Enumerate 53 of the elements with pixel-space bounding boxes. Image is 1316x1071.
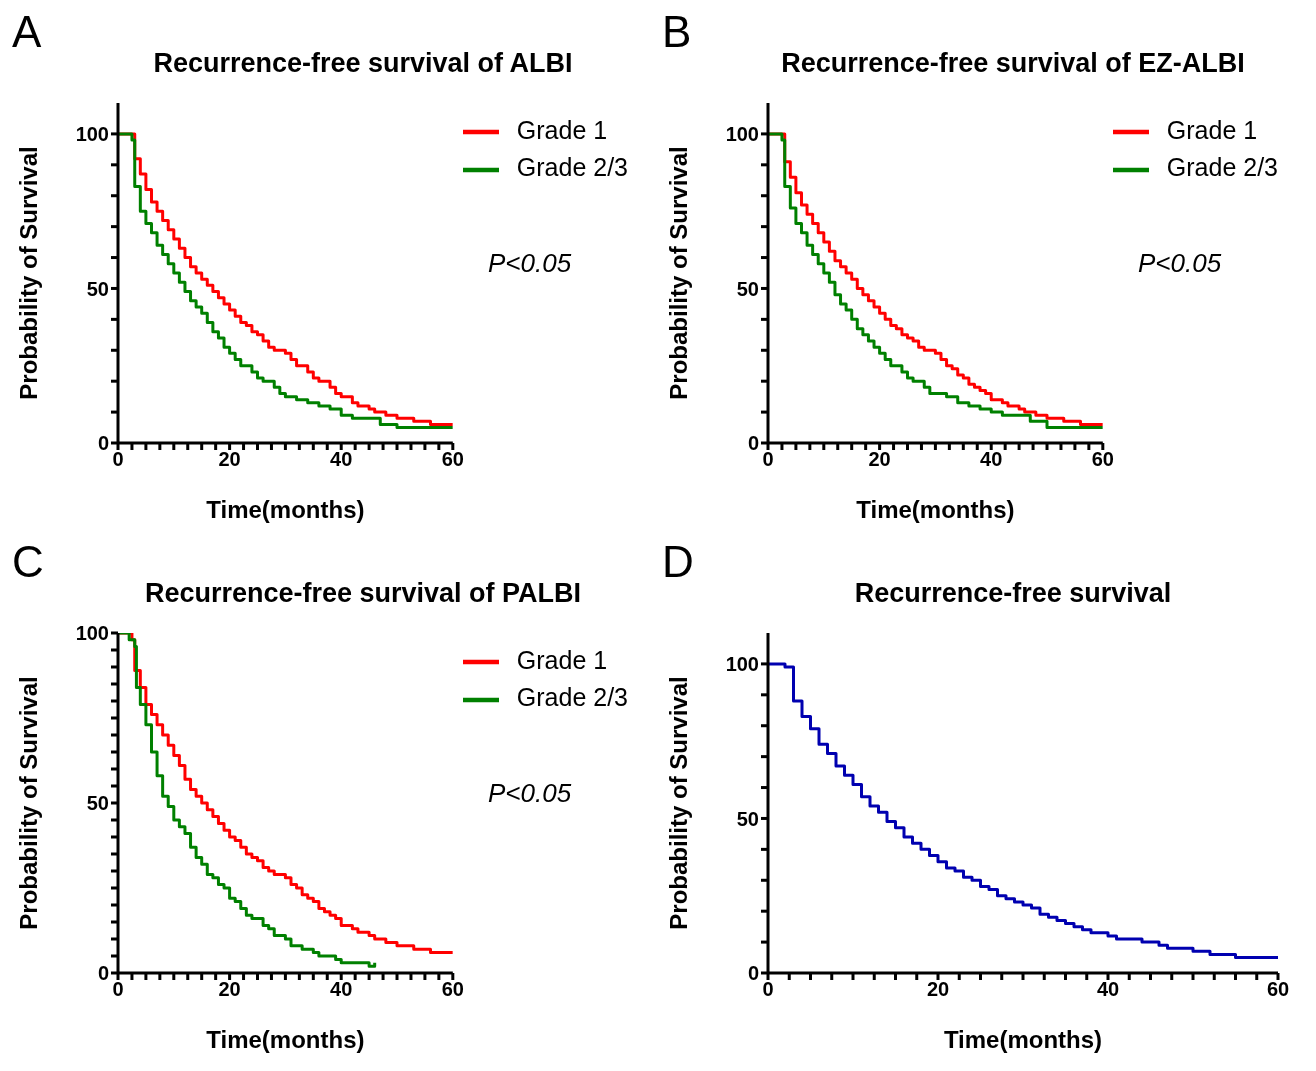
x-tick-label: 40: [980, 448, 1003, 471]
legend-label: Grade 2/3: [516, 683, 628, 712]
y-axis-title: Probability of Survival: [664, 146, 692, 400]
y-tick-label: 50: [736, 807, 759, 830]
x-tick-label: 40: [330, 448, 353, 471]
x-tick-label: 40: [330, 978, 353, 1001]
legend-label: Grade 2/3: [1166, 153, 1278, 182]
y-tick-label: 0: [747, 962, 759, 985]
x-tick-label: 60: [441, 978, 464, 1001]
text: P<0.05: [1138, 248, 1222, 279]
x-tick-label: 60: [1091, 448, 1114, 471]
text: P<0.05: [488, 248, 572, 279]
y-tick-label: 0: [97, 962, 109, 985]
y-tick-label: 100: [725, 653, 759, 676]
text: B: [662, 7, 692, 56]
y-tick-label: 50: [86, 792, 109, 815]
legend-label: Grade 1: [516, 646, 608, 674]
y-tick-label: 100: [725, 123, 759, 146]
legend-label: Grade 1: [1166, 116, 1258, 144]
x-tick-label: 0: [112, 448, 124, 471]
text: C: [12, 537, 44, 586]
x-tick-label: 0: [762, 448, 774, 471]
y-axis-title: Probability of Survival: [14, 676, 42, 930]
x-tick-label: 0: [112, 978, 124, 1001]
x-tick-label: 20: [218, 978, 241, 1001]
y-axis-title: Probability of Survival: [664, 676, 692, 930]
x-tick-label: 20: [218, 448, 241, 471]
text: A: [12, 7, 42, 56]
x-tick-label: 0: [762, 978, 774, 1001]
chart-title: Recurrence-free survival of ALBI: [152, 48, 574, 79]
y-axis-title: Probability of Survival: [14, 146, 42, 400]
y-tick-label: 50: [86, 277, 109, 300]
x-tick-label: 20: [926, 978, 950, 1001]
x-axis-title: Time(months): [943, 1026, 1103, 1053]
x-axis-title: Time(months): [206, 496, 365, 523]
chart-title: Recurrence-free survival: [853, 578, 1173, 609]
x-tick-label: 60: [1266, 978, 1290, 1001]
text: D: [662, 537, 694, 586]
legend-label: Grade 2/3: [516, 153, 628, 182]
chart-title: Recurrence-free survival of EZ-ALBI: [780, 48, 1246, 79]
chart-title: Recurrence-free survival of PALBI: [143, 578, 583, 609]
y-tick-label: 50: [736, 277, 759, 300]
x-tick-label: 40: [1096, 978, 1120, 1001]
legend-label: Grade 1: [516, 116, 608, 144]
y-tick-label: 100: [75, 622, 109, 645]
text: P<0.05: [488, 778, 572, 809]
y-tick-label: 0: [97, 432, 109, 455]
x-axis-title: Time(months): [206, 1026, 365, 1053]
x-axis-title: Time(months): [856, 496, 1015, 523]
y-tick-label: 0: [747, 432, 759, 455]
y-tick-label: 100: [75, 123, 109, 146]
x-tick-label: 20: [868, 448, 891, 471]
x-tick-label: 60: [441, 448, 464, 471]
